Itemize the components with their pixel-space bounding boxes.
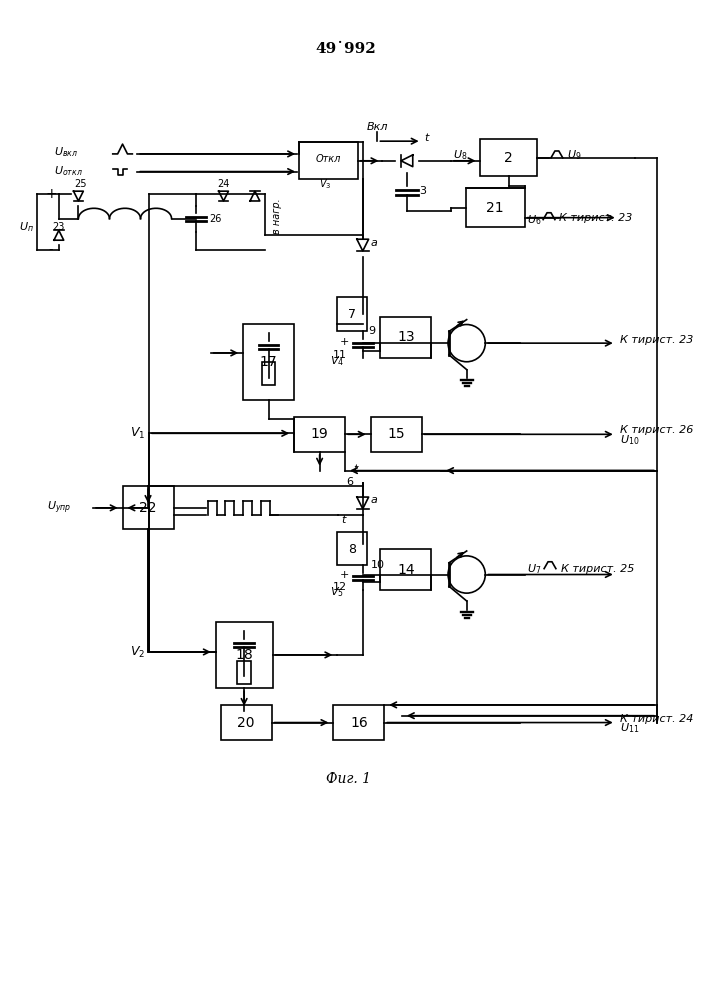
Bar [333,705,385,740]
Text: $U_{11}$: $U_{11}$ [619,722,639,735]
Text: $U_п$: $U_п$ [19,221,35,234]
Text: Вкл: Вкл [367,122,388,132]
Text: 24: 24 [217,179,230,189]
Text: К тирист. 25: К тирист. 25 [561,564,634,574]
Text: +: + [45,187,57,201]
Text: Фиг. 1: Фиг. 1 [325,772,370,786]
Text: $U_8$: $U_8$ [453,148,467,162]
Bar [337,532,367,565]
Text: К тирист. 26: К тирист. 26 [619,425,693,435]
Text: 20: 20 [238,716,255,730]
Text: $U_6$: $U_6$ [527,213,542,227]
Bar [370,417,421,452]
Text: $U_{откл}$: $U_{откл}$ [54,165,83,178]
Bar [216,622,273,688]
Text: $U_{10}$: $U_{10}$ [619,433,639,447]
Text: 26: 26 [209,214,221,224]
Text: 12: 12 [333,582,347,592]
Text: 22: 22 [139,501,157,515]
Text: -: - [49,243,53,256]
Text: $U_{упр}$: $U_{упр}$ [47,500,71,516]
Text: К тирист. 23: К тирист. 23 [559,213,632,223]
Bar [466,188,525,227]
Text: t: t [354,464,358,474]
Text: 2: 2 [505,151,513,165]
Text: 17: 17 [259,355,277,369]
Bar [380,549,431,590]
Text: +: + [339,337,349,347]
Text: 8: 8 [348,543,356,556]
Bar [243,324,294,400]
Text: 21: 21 [486,201,504,215]
Text: $V_2$: $V_2$ [130,644,145,660]
Bar [299,142,358,179]
Text: 7: 7 [348,308,356,321]
Text: 6: 6 [346,477,353,487]
Text: $V_5$: $V_5$ [330,585,344,599]
Bar [337,297,367,331]
Text: 15: 15 [387,427,405,441]
Text: 18: 18 [235,648,253,662]
Text: $U_{вкл}$: $U_{вкл}$ [54,145,78,159]
Bar [480,139,537,176]
Text: 11: 11 [333,350,347,360]
Text: $V_3$: $V_3$ [320,177,332,191]
Text: 25: 25 [74,179,87,189]
Text: Откл: Откл [316,154,341,164]
Text: 10: 10 [370,560,385,570]
Text: $U_7$: $U_7$ [527,562,542,576]
Text: 23: 23 [52,222,65,232]
Text: 16: 16 [350,716,368,730]
Bar [221,705,271,740]
Text: 9: 9 [368,326,375,336]
Bar [122,486,173,529]
Text: t: t [424,133,429,143]
Text: $V_4$: $V_4$ [330,354,344,368]
Bar [262,362,276,385]
Text: +: + [339,570,349,580]
Text: 3: 3 [420,186,426,196]
Text: $V_1$: $V_1$ [130,426,145,441]
Text: 19: 19 [311,427,329,441]
Bar [238,661,251,684]
Text: 14: 14 [397,563,415,577]
Bar [294,417,345,452]
Text: 13: 13 [397,330,415,344]
Bar [380,317,431,358]
Text: К тирист. 24: К тирист. 24 [619,714,693,724]
Text: t: t [341,515,345,525]
Text: a: a [370,495,378,505]
Text: $U_9$: $U_9$ [567,148,581,162]
Text: a: a [370,238,378,248]
Text: в нагр.: в нагр. [272,198,283,234]
Text: К тирист. 23: К тирист. 23 [619,335,693,345]
Text: 49˙992: 49˙992 [316,42,376,56]
